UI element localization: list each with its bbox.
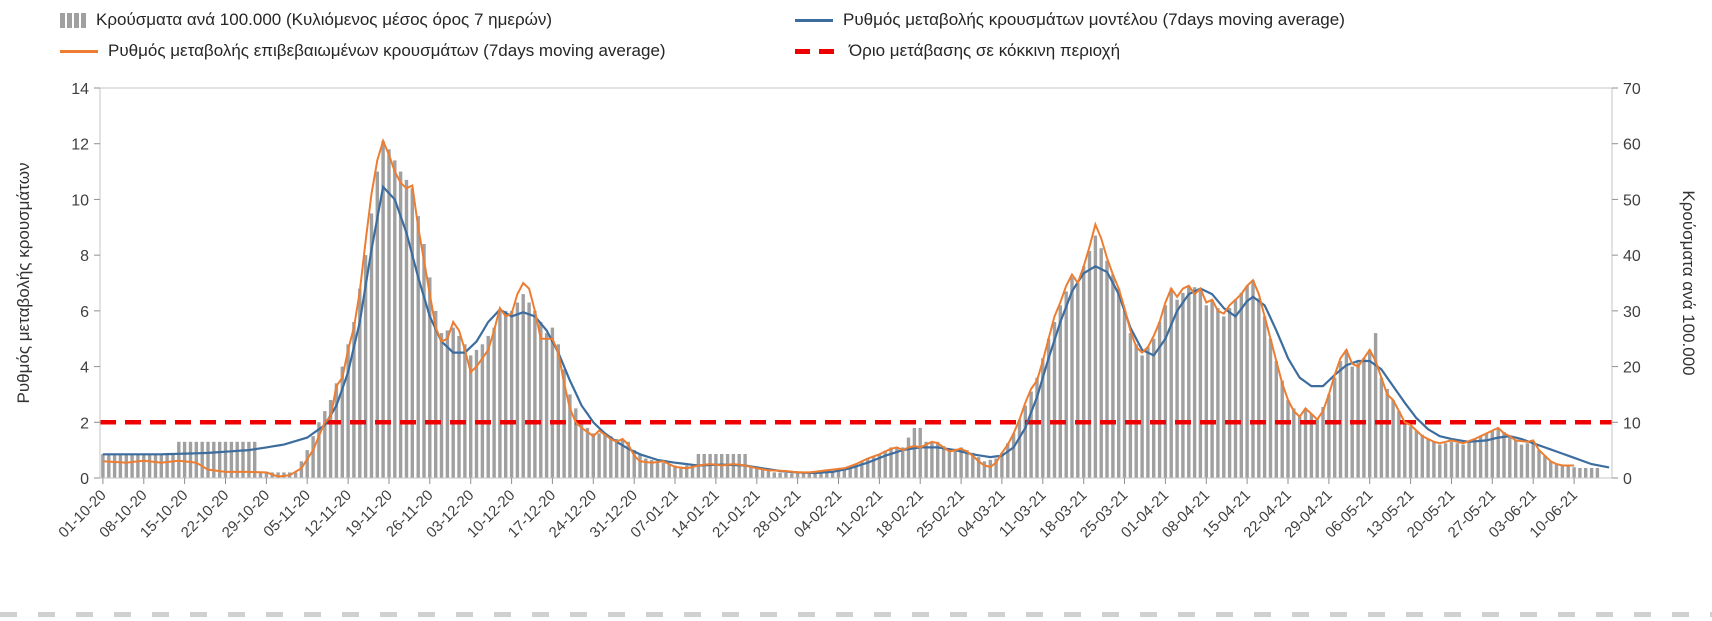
bar-series-icon — [60, 12, 86, 28]
svg-text:14: 14 — [71, 81, 89, 98]
svg-text:20: 20 — [1623, 360, 1641, 377]
legend-item-model-line: Ρυθμός μεταβολής κρουσμάτων μοντέλου (7d… — [795, 10, 1345, 30]
svg-text:50: 50 — [1623, 192, 1641, 209]
svg-text:10: 10 — [71, 192, 89, 209]
svg-text:60: 60 — [1623, 137, 1641, 154]
legend-label-threshold: Όριο μετάβασης σε κόκκινη περιοχή — [849, 41, 1121, 60]
svg-text:4: 4 — [80, 360, 89, 377]
plot-border — [99, 87, 1613, 479]
legend-label-cases-bars: Κρούσματα ανά 100.000 (Κυλιόμενος μέσος … — [96, 10, 553, 29]
legend-item-confirmed-line: Ρυθμός μεταβολής επιβεβαιωμένων κρουσμάτ… — [60, 41, 666, 61]
legend-item-cases-bars: Κρούσματα ανά 100.000 (Κυλιόμενος μέσος … — [60, 10, 552, 30]
threshold-dash-icon — [795, 48, 839, 54]
svg-text:40: 40 — [1623, 248, 1641, 265]
bars-series — [101, 140, 1600, 479]
svg-text:30: 30 — [1623, 304, 1641, 321]
cropped-bottom-strip — [0, 612, 1712, 617]
svg-text:6: 6 — [80, 304, 89, 321]
model-line — [102, 184, 1610, 475]
legend-label-model-line: Ρυθμός μεταβολής κρουσμάτων μοντέλου (7d… — [843, 10, 1345, 29]
legend-item-threshold: Όριο μετάβασης σε κόκκινη περιοχή — [795, 41, 1120, 61]
svg-text:8: 8 — [80, 248, 89, 265]
right-axis: 0 10 20 30 40 50 60 70 — [1612, 81, 1641, 488]
model-line-icon — [795, 18, 833, 22]
svg-text:12: 12 — [71, 137, 89, 154]
svg-text:70: 70 — [1623, 81, 1641, 98]
left-axis: 0 2 4 6 8 10 12 14 — [71, 81, 100, 488]
confirmed-line — [102, 137, 1575, 478]
svg-text:10: 10 — [1623, 415, 1641, 432]
svg-text:0: 0 — [1623, 471, 1632, 488]
svg-text:0: 0 — [80, 471, 89, 488]
legend-label-confirmed-line: Ρυθμός μεταβολής επιβεβαιωμένων κρουσμάτ… — [108, 41, 666, 60]
x-axis: 01-10-2008-10-2015-10-2022-10-2029-10-20… — [55, 478, 1581, 541]
confirmed-line-icon — [60, 49, 98, 53]
svg-text:2: 2 — [80, 415, 89, 432]
